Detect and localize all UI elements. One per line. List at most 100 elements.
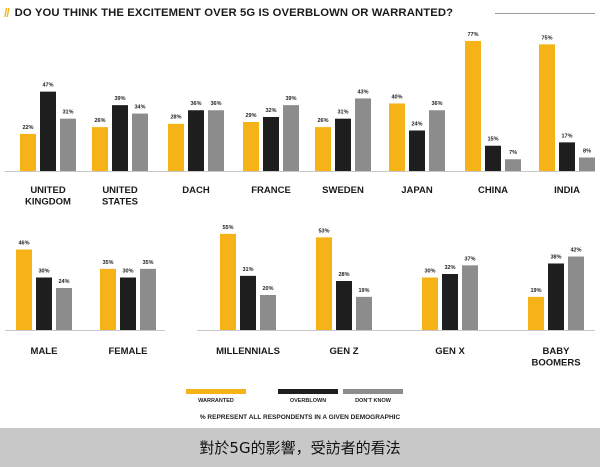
category-label-baby-boomers-line2: BOOMERS: [531, 358, 580, 369]
bar-cap-gen-x-overblown: [442, 272, 458, 274]
bar-cap-india-dont-know: [579, 155, 595, 158]
bar-cap-united-states-warranted: [92, 125, 108, 128]
bar-united-states-warranted: [92, 127, 108, 171]
bar-cap-france-warranted: [243, 119, 259, 122]
category-label-united-kingdom-line1: UNITED: [30, 185, 66, 196]
data-label-sweden-overblown: 31%: [337, 110, 348, 116]
data-label-united-kingdom-overblown: 47%: [42, 83, 53, 89]
bar-cap-japan-overblown: [409, 128, 425, 131]
bar-male-dont-know: [56, 288, 72, 330]
bar-baby-boomers-dont-know: [568, 256, 584, 330]
bar-france-warranted: [243, 121, 259, 171]
data-label-china-dont-know: 7%: [509, 150, 517, 156]
data-label-japan-overblown: 24%: [411, 121, 422, 127]
bar-france-dont-know: [283, 105, 299, 171]
title-accent-icon: //: [4, 6, 10, 20]
bar-dach-warranted: [168, 123, 184, 171]
data-label-female-dont-know: 35%: [142, 260, 153, 266]
bar-cap-gen-z-dont-know: [356, 294, 372, 297]
data-label-male-dont-know: 24%: [58, 279, 69, 285]
data-label-united-kingdom-warranted: 22%: [22, 125, 33, 131]
bar-cap-gen-x-dont-know: [462, 263, 478, 266]
bar-cap-united-states-dont-know: [132, 111, 148, 114]
data-label-united-states-overblown: 39%: [114, 96, 125, 102]
bar-cap-baby-boomers-warranted: [528, 294, 544, 297]
bar-millennials-warranted: [220, 233, 236, 330]
bar-cap-millennials-warranted: [220, 231, 236, 234]
legend-label-don-t-know: DON'T KNOW: [355, 398, 392, 404]
bar-cap-baby-boomers-overblown: [548, 261, 564, 264]
data-label-gen-z-dont-know: 19%: [358, 288, 369, 294]
bar-cap-dach-dont-know: [208, 108, 224, 111]
bar-cap-china-dont-know: [505, 157, 521, 160]
category-label-gen-z: GEN Z: [329, 346, 358, 357]
data-label-millennials-warranted: 55%: [222, 225, 233, 231]
data-label-sweden-dont-know: 43%: [357, 89, 368, 95]
data-label-france-overblown: 32%: [265, 108, 276, 114]
bar-female-warranted: [100, 268, 116, 330]
bar-cap-gen-z-warranted: [316, 235, 332, 238]
bar-cap-sweden-overblown: [335, 116, 351, 119]
bar-cap-gen-x-warranted: [422, 275, 438, 278]
bar-cap-male-dont-know: [56, 286, 72, 288]
data-label-gen-x-overblown: 32%: [444, 265, 455, 271]
category-label-japan: JAPAN: [401, 185, 433, 196]
bar-japan-warranted: [389, 103, 405, 171]
bar-cap-france-dont-know: [283, 103, 299, 106]
bar-cap-japan-dont-know: [429, 108, 445, 111]
data-label-baby-boomers-warranted: 19%: [530, 288, 541, 294]
bar-india-warranted: [539, 44, 555, 171]
data-label-china-warranted: 77%: [467, 32, 478, 38]
bar-sweden-warranted: [315, 127, 331, 171]
data-label-baby-boomers-dont-know: 42%: [570, 248, 581, 254]
data-label-female-warranted: 35%: [102, 260, 113, 266]
bar-millennials-overblown: [240, 275, 256, 330]
bar-cap-millennials-overblown: [240, 273, 256, 276]
bar-cap-united-states-overblown: [112, 103, 128, 106]
legend-swatch-warranted: [186, 389, 246, 394]
category-label-male: MALE: [31, 346, 58, 357]
legend-swatch-overblown: [278, 389, 338, 394]
bar-france-overblown: [263, 116, 279, 171]
data-label-gen-z-overblown: 28%: [338, 272, 349, 278]
bar-female-dont-know: [140, 268, 156, 330]
bar-cap-sweden-warranted: [315, 125, 331, 128]
bar-united-kingdom-overblown: [40, 91, 56, 171]
data-label-dach-dont-know: 36%: [210, 101, 221, 107]
bar-millennials-dont-know: [260, 295, 276, 330]
bar-gen-x-warranted: [422, 277, 438, 330]
bar-sweden-overblown: [335, 118, 351, 171]
data-label-china-overblown: 15%: [487, 137, 498, 143]
bar-baby-boomers-warranted: [528, 296, 544, 330]
bar-cap-dach-warranted: [168, 121, 184, 124]
bar-cap-female-dont-know: [140, 266, 156, 269]
data-label-gen-x-warranted: 30%: [424, 269, 435, 275]
data-label-india-dont-know: 8%: [583, 148, 591, 154]
data-label-france-dont-know: 39%: [285, 96, 296, 102]
data-label-france-warranted: 29%: [245, 113, 256, 119]
category-label-india: INDIA: [554, 185, 580, 196]
bar-gen-z-overblown: [336, 281, 352, 330]
bar-cap-female-warranted: [100, 266, 116, 269]
data-label-female-overblown: 30%: [122, 269, 133, 275]
title-rule: [495, 13, 595, 14]
data-label-gen-z-warranted: 53%: [318, 228, 329, 234]
chart-title-row: // DO YOU THINK THE EXCITEMENT OVER 5G I…: [4, 5, 453, 21]
bar-cap-millennials-dont-know: [260, 293, 276, 295]
data-label-male-warranted: 46%: [18, 241, 29, 247]
data-label-japan-warranted: 40%: [391, 94, 402, 100]
footnote: % REPRESENT ALL RESPONDENTS IN A GIVEN D…: [200, 414, 401, 421]
bar-dach-dont-know: [208, 110, 224, 171]
bar-china-warranted: [465, 40, 481, 172]
bar-china-overblown: [485, 145, 501, 171]
category-label-france: FRANCE: [251, 185, 291, 196]
bar-cap-united-kingdom-overblown: [40, 89, 56, 92]
data-label-dach-overblown: 36%: [190, 101, 201, 107]
category-label-united-states-line1: UNITED: [102, 185, 138, 196]
data-label-millennials-overblown: 31%: [242, 267, 253, 273]
bar-male-warranted: [16, 249, 32, 330]
category-label-millennials: MILLENNIALS: [216, 346, 280, 357]
bar-cap-india-overblown: [559, 140, 575, 143]
data-label-united-states-warranted: 26%: [94, 118, 105, 124]
data-label-male-overblown: 30%: [38, 269, 49, 275]
